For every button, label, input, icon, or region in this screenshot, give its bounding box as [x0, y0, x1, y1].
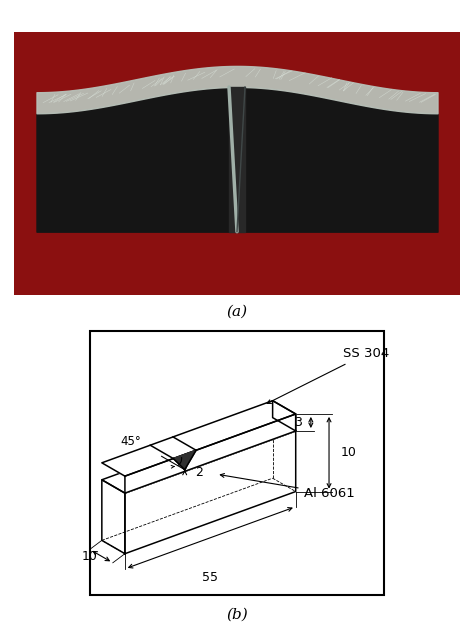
Text: (a): (a) [227, 305, 247, 319]
Text: 3: 3 [294, 416, 302, 429]
Polygon shape [102, 401, 296, 476]
Text: SS 304: SS 304 [267, 347, 389, 403]
Polygon shape [102, 418, 296, 493]
Polygon shape [125, 431, 296, 553]
Text: (b): (b) [226, 608, 248, 622]
Text: 55: 55 [202, 571, 219, 585]
Text: 10: 10 [341, 446, 357, 459]
Text: Al 6061: Al 6061 [220, 474, 355, 500]
Text: 2: 2 [195, 467, 203, 479]
Polygon shape [102, 480, 125, 553]
Text: 45°: 45° [120, 436, 141, 448]
Text: 10: 10 [82, 550, 98, 562]
Polygon shape [173, 450, 196, 470]
Polygon shape [229, 87, 245, 231]
Polygon shape [125, 414, 296, 493]
Polygon shape [273, 401, 296, 431]
